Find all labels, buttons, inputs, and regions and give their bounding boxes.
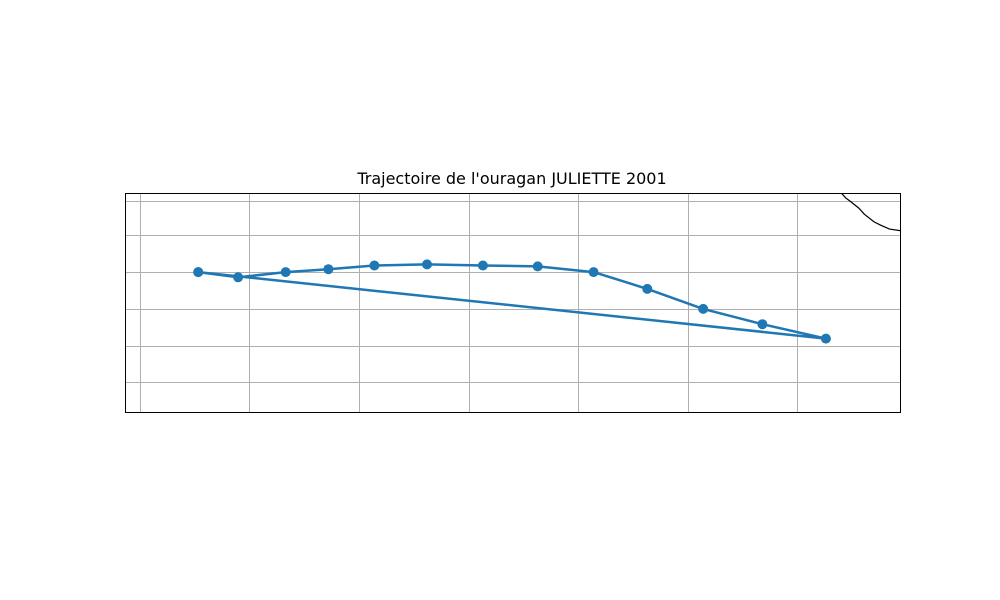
- map-title: Trajectoire de l'ouragan JULIETTE 2001: [356, 169, 666, 188]
- map-area: [125, 193, 900, 412]
- track-point: [323, 264, 334, 275]
- track-point: [588, 267, 599, 278]
- map-frame: [125, 193, 901, 413]
- track-point: [698, 303, 709, 314]
- track-point: [532, 261, 543, 272]
- track-point: [422, 259, 432, 270]
- track-point: [477, 260, 488, 271]
- hurricane-track: [193, 259, 831, 344]
- track-point: [233, 272, 244, 283]
- coastline: [840, 193, 900, 232]
- track-point: [369, 260, 380, 271]
- track-point: [820, 333, 831, 344]
- coastline-layer: [840, 193, 900, 232]
- track-point: [642, 283, 653, 294]
- track-point: [757, 319, 768, 330]
- track-line: [196, 263, 828, 340]
- track-point: [193, 267, 204, 278]
- track-point: [280, 267, 291, 278]
